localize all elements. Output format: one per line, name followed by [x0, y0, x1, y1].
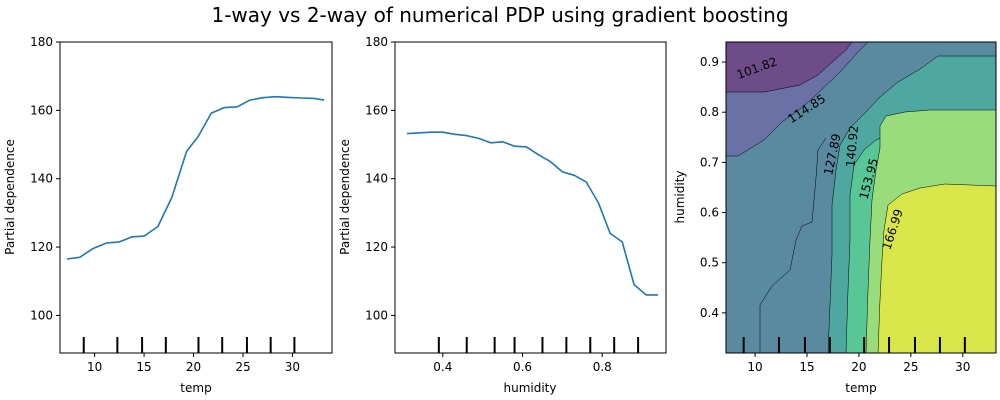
- pdp-2way-xtick-label: 10: [747, 360, 762, 374]
- pdp-2way-xtick-label: 20: [851, 360, 866, 374]
- pdp-humidity-frame: [394, 41, 667, 354]
- pdp-temp-frame: [59, 41, 333, 354]
- contour-detail-lowleft: [759, 137, 827, 353]
- pdp-temp-xtick-label: 10: [87, 360, 102, 374]
- pdp-temp-deciles: [82, 337, 296, 353]
- pdp-humidity-yticks: 100 120 140 160 180: [365, 35, 395, 322]
- pdp-humidity-ytick-label: 140: [365, 172, 388, 186]
- pdp-humidity-ytick-label: 100: [365, 308, 388, 322]
- pdp-2way-ytick-label: 0.9: [700, 55, 719, 69]
- pdp-2way-ytick-label: 0.5: [700, 256, 719, 270]
- pdp-temp-xtick-label: 20: [186, 360, 201, 374]
- pdp-2way-ytick-label: 0.8: [700, 105, 719, 119]
- pdp-2way-ylabel: humidity: [673, 171, 687, 224]
- pdp-2way-contours: [726, 42, 996, 353]
- contour-level-6: [877, 183, 996, 353]
- pdp-humidity-xticks: 0.4 0.6 0.8: [433, 353, 612, 374]
- pdp-2way-xtick-label: 15: [799, 360, 814, 374]
- contour-label: 140.92: [843, 125, 861, 168]
- pdp-temp-panel: 10 15 20 25 30 100 120 140 160 180 temp Partial …: [3, 35, 333, 395]
- pdp-humidity-xtick-label: 0.6: [513, 360, 532, 374]
- pdp-humidity-panel: 0.4 0.6 0.8 100 120 140 160 180 humidity Parti…: [338, 35, 667, 395]
- pdp-2way-ytick-label: 0.7: [700, 155, 719, 169]
- pdp-temp-xtick-label: 25: [235, 360, 250, 374]
- pdp-temp-yticks: 100 120 140 160 180: [30, 35, 60, 322]
- pdp-2way-ytick-label: 0.6: [700, 206, 719, 220]
- pdp-humidity-ytick-label: 160: [365, 103, 388, 117]
- pdp-humidity-line: [406, 131, 658, 296]
- figure-title: 1-way vs 2-way of numerical PDP using gr…: [211, 3, 788, 27]
- pdp-humidity-ytick-label: 120: [365, 240, 388, 254]
- pdp-humidity-deciles: [437, 337, 640, 353]
- pdp-humidity-xtick-label: 0.8: [593, 360, 612, 374]
- pdp-temp-ytick-label: 120: [30, 240, 53, 254]
- pdp-humidity-xlabel: humidity: [504, 381, 557, 395]
- pdp-2way-ytick-label: 0.4: [700, 306, 719, 320]
- pdp-2way-deciles: [742, 337, 966, 353]
- pdp-humidity-xtick-label: 0.4: [433, 360, 452, 374]
- pdp-temp-xlabel: temp: [180, 381, 211, 395]
- pdp-humidity-series-line: [406, 131, 658, 296]
- pdp-humidity-ylabel: Partial dependence: [338, 139, 352, 255]
- pdp-temp-line: [66, 95, 325, 260]
- pdp-temp-series-line: [66, 95, 325, 260]
- pdp-temp-xticks: 10 15 20 25 30: [87, 353, 300, 374]
- pdp-temp-ytick-label: 100: [30, 308, 53, 322]
- pdp-temp-ytick-label: 140: [30, 172, 53, 186]
- pdp-humidity-ytick-label: 180: [365, 35, 388, 49]
- pdp-temp-xtick-label: 30: [285, 360, 300, 374]
- pdp-2way-xlabel: temp: [845, 381, 876, 395]
- pdp-2way-xticks: 10 15 20 25 30: [747, 353, 970, 374]
- pdp-2way-xtick-label: 30: [955, 360, 970, 374]
- pdp-temp-ylabel: Partial dependence: [3, 139, 17, 255]
- pdp-2way-xtick-label: 25: [903, 360, 918, 374]
- pdp-temp-xtick-label: 15: [136, 360, 151, 374]
- pdp-2way-yticks: 0.4 0.5 0.6 0.7 0.8 0.9: [700, 55, 726, 320]
- pdp-2way-frame: [725, 41, 997, 354]
- pdp-temp-ytick-label: 160: [30, 103, 53, 117]
- pdp-temp-ytick-label: 180: [30, 35, 53, 49]
